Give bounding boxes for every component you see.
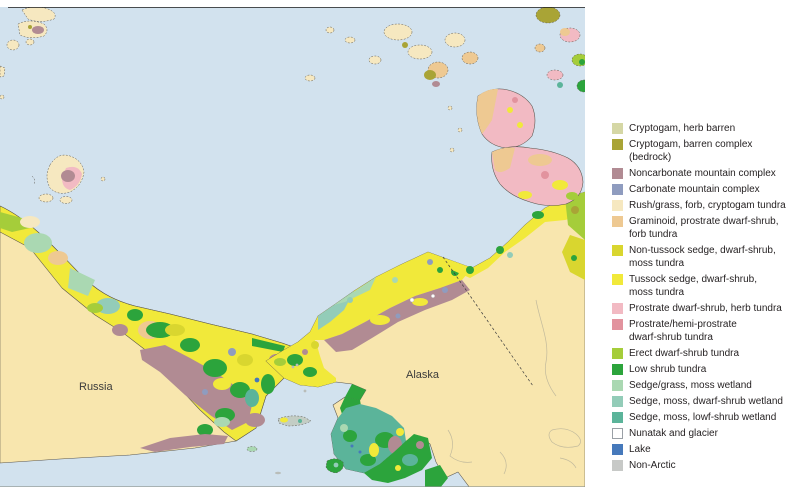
- victoria-island: [491, 146, 584, 206]
- legend-swatch-lake: [612, 444, 623, 455]
- legend-swatch-carbonate-mountain-complex: [612, 184, 623, 195]
- legend-swatch-cryptogam-herb-barren: [612, 123, 623, 134]
- legend-item-non-tussock-sedge-dwarf-shrub-moss-tundra: Non-tussock sedge, dwarf-shrub, moss tund…: [612, 244, 800, 270]
- legend-item-erect-dwarf-shrub-tundra: Erect dwarf-shrub tundra: [612, 347, 800, 360]
- treeline-boundary: [442, 256, 534, 387]
- legend-label: Cryptogam, barren complex (bedrock): [629, 139, 753, 163]
- diomede-islands: [291, 365, 295, 369]
- legend-item-sedge-moss-dwarf-shrub-wetland: Sedge, moss, dwarf-shrub wetland: [612, 395, 800, 408]
- glacier-dot: [409, 297, 415, 303]
- legend-swatch-sedge-moss-dwarf-shrub-wetland: [612, 396, 623, 407]
- legend-item-nunatak-and-glacier: Nunatak and glacier: [612, 427, 800, 440]
- legend-item-low-shrub-tundra: Low shrub tundra: [612, 363, 800, 376]
- chukotka-tundra: [0, 205, 306, 452]
- koryak-mountains: [140, 434, 228, 452]
- legend-label: Sedge, moss, lowf-shrub wetland: [629, 412, 777, 423]
- lake-dot: [254, 377, 260, 383]
- seward-peninsula-tundra: [266, 332, 336, 387]
- legend-swatch-nunatak-and-glacier: [612, 428, 623, 439]
- legend-item-noncarbonate-mountain-complex: Noncarbonate mountain complex: [612, 167, 800, 180]
- kuskokwim-river-line: [447, 429, 473, 463]
- russia-label: Russia: [79, 381, 114, 393]
- pribilof-islands: [275, 471, 281, 475]
- legend-swatch-erect-dwarf-shrub-tundra: [612, 348, 623, 359]
- legend-label: Sedge, moss, dwarf-shrub wetland: [629, 396, 783, 407]
- legend-swatch-prostrate-hemi-prostrate-dwarf-shrub-tundra: [612, 319, 623, 330]
- legend-label: Graminoid, prostrate dwarf-shrub, forb tu…: [629, 216, 779, 240]
- legend-swatch-graminoid-prostrate-dwarf-shrub-forb-tundra: [612, 216, 623, 227]
- legend-swatch-non-tussock-sedge-dwarf-shrub-moss-tundra: [612, 245, 623, 256]
- bering-sea-islands: [246, 363, 344, 475]
- new-siberian-islands: [0, 7, 56, 100]
- legend-swatch-sedge-grass-moss-wetland: [612, 380, 623, 391]
- legend-label: Nunatak and glacier: [629, 428, 718, 439]
- legend-item-prostrate-dwarf-shrub-herb-tundra: Prostrate dwarf-shrub, herb tundra: [612, 302, 800, 315]
- canada-coastal-tundra: [450, 192, 585, 280]
- legend-label: Tussock sedge, dwarf-shrub, moss tundra: [629, 274, 758, 298]
- north-slope-tundra: [310, 252, 472, 340]
- legend-label: Erect dwarf-shrub tundra: [629, 348, 740, 359]
- legend-item-tussock-sedge-dwarf-shrub-moss-tundra: Tussock sedge, dwarf-shrub, moss tundra: [612, 273, 800, 299]
- legend-label: Low shrub tundra: [629, 364, 707, 375]
- legend-label: Rush/grass, forb, cryptogam tundra: [629, 200, 786, 211]
- legend-label: Prostrate dwarf-shrub, herb tundra: [629, 303, 782, 314]
- legend-item-sedge-moss-low-shrub-wetland: Sedge, moss, lowf-shrub wetland: [612, 411, 800, 424]
- canadian-arctic-islands: [304, 7, 585, 206]
- legend-item-prostrate-hemi-prostrate-dwarf-shrub-tundra: Prostrate/hemi-prostrate dwarf-shrub tund…: [612, 318, 800, 344]
- banks-island: [476, 88, 536, 149]
- legend-swatch-low-shrub-tundra: [612, 364, 623, 375]
- legend-item-lake: Lake: [612, 443, 800, 456]
- legend-item-graminoid-prostrate-dwarf-shrub-forb-tundra: Graminoid, prostrate dwarf-shrub, forb tu…: [612, 215, 800, 241]
- legend-label: Sedge/grass, moss wetland: [629, 380, 752, 391]
- king-island: [303, 389, 307, 393]
- diomede-islands: [295, 363, 299, 367]
- legend-item-sedge-grass-moss-wetland: Sedge/grass, moss wetland: [612, 379, 800, 392]
- legend-swatch-cryptogam-barren-complex-bedrock: [612, 139, 623, 150]
- legend-label: Cryptogam, herb barren: [629, 123, 736, 134]
- legend-item-non-arctic: Non-Arctic: [612, 459, 800, 472]
- legend-label: Non-tussock sedge, dwarf-shrub, moss tund…: [629, 245, 776, 269]
- yukon-kuskokwim-delta: [331, 384, 448, 487]
- legend-item-cryptogam-barren-complex-bedrock: Cryptogam, barren complex (bedrock): [612, 138, 800, 164]
- legend-label: Prostrate/hemi-prostrate dwarf-shrub tund…: [629, 319, 737, 343]
- legend-swatch-prostrate-dwarf-shrub-herb-tundra: [612, 303, 623, 314]
- lake-outline: [548, 428, 581, 448]
- legend-swatch-sedge-moss-low-shrub-wetland: [612, 412, 623, 423]
- legend-label: Non-Arctic: [629, 460, 676, 471]
- legend-swatch-rush-grass-forb-cryptogam-tundra: [612, 200, 623, 211]
- legend-swatch-non-arctic: [612, 460, 623, 471]
- map-legend: Cryptogam, herb barren Cryptogam, barren …: [612, 122, 800, 475]
- glacier-dot: [431, 294, 435, 298]
- river-lines: [499, 451, 577, 475]
- legend-label: Noncarbonate mountain complex: [629, 168, 776, 179]
- st-matthew-island: [246, 446, 258, 452]
- legend-item-carbonate-mountain-complex: Carbonate mountain complex: [612, 183, 800, 196]
- legend-swatch-tussock-sedge-dwarf-shrub-moss-tundra: [612, 274, 623, 285]
- wrangel-island: [31, 154, 106, 204]
- mackenzie-river-line: [535, 299, 557, 397]
- legend-label: Lake: [629, 444, 651, 455]
- legend-label: Carbonate mountain complex: [629, 184, 760, 195]
- legend-swatch-noncarbonate-mountain-complex: [612, 168, 623, 179]
- legend-item-rush-grass-forb-cryptogam-tundra: Rush/grass, forb, cryptogam tundra: [612, 199, 800, 212]
- legend-item-cryptogam-herb-barren: Cryptogam, herb barren: [612, 122, 800, 135]
- brooks-range: [324, 280, 470, 352]
- alaska-label: Alaska: [406, 369, 440, 381]
